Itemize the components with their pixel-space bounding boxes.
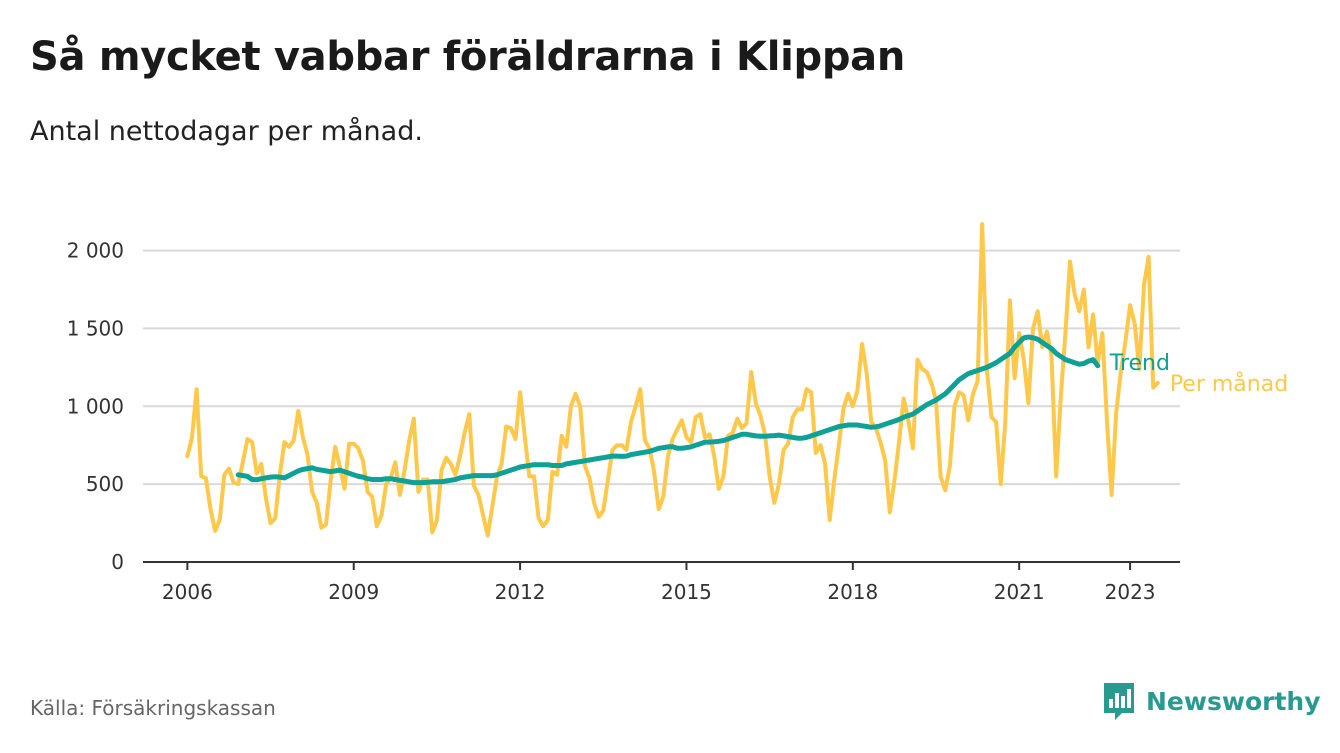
series-label: Trend <box>1109 351 1170 376</box>
y-tick-label: 500 <box>86 472 124 496</box>
x-tick-label: 2009 <box>328 580 379 604</box>
y-tick-label: 1 000 <box>67 394 124 418</box>
line-chart: 0 500 1 000 1 500 2 000 2006 2009 2012 2015 2018… <box>67 222 1288 604</box>
chart-subtitle: Antal nettodagar per månad. <box>30 116 423 147</box>
x-tick-label: 2018 <box>827 580 878 604</box>
y-tick-label: 1 500 <box>67 316 124 340</box>
x-tick-label: 2006 <box>162 580 213 604</box>
brand-name: Newsworthy <box>1146 686 1321 716</box>
series-line-monthly <box>185 222 1160 538</box>
x-tick-label: 2021 <box>994 580 1045 604</box>
x-tick-label: 2015 <box>661 580 712 604</box>
y-tick-label: 0 <box>111 550 124 574</box>
x-axis: 2006 2009 2012 2015 2018 2021 2023 <box>143 561 1180 604</box>
y-axis-tick-labels: 0 500 1 000 1 500 2 000 <box>67 239 124 574</box>
x-tick-label: 2012 <box>495 580 546 604</box>
chart-title: Så mycket vabbar föräldrarna i Klippan <box>30 34 906 80</box>
series-line-trend <box>235 334 1101 486</box>
series-label: Per månad <box>1170 371 1288 397</box>
brand-logo[interactable]: Newsworthy <box>1102 681 1321 721</box>
x-tick-label: 2023 <box>1105 580 1156 604</box>
bar-chart-speech-bubble-icon <box>1104 683 1134 720</box>
y-tick-label: 2 000 <box>67 239 124 263</box>
source-note: Källa: Försäkringskassan <box>30 696 276 720</box>
series-lines <box>185 222 1160 538</box>
